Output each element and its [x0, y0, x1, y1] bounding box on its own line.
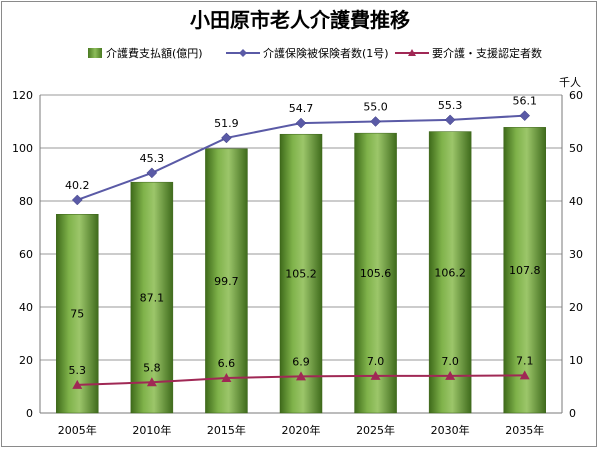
data-labels: 75 87.1 99.7 105.2 105.6 106.2 107.8 40.2 45.3 51…	[65, 95, 540, 377]
x-tick-label: 2005年	[58, 423, 97, 437]
point-value-label: 7.0	[441, 355, 459, 368]
point-value-label: 55.0	[363, 101, 388, 114]
point-value-label: 40.2	[65, 179, 90, 192]
x-tick-label: 2025年	[356, 423, 395, 437]
triangle-marker	[296, 371, 306, 381]
bar	[354, 132, 397, 414]
point-value-label: 6.6	[218, 357, 236, 370]
diamond-marker	[71, 194, 83, 206]
bar-value-label: 75	[70, 308, 84, 321]
point-value-label: 55.3	[438, 99, 463, 112]
right-axis-unit-label: 千人	[559, 76, 581, 89]
chart-title: 小田原市老人介護費推移	[190, 8, 410, 32]
x-tick-label: 2020年	[282, 423, 321, 437]
x-tick-label: 2015年	[207, 423, 246, 437]
bar	[503, 127, 546, 414]
bar-value-label: 105.2	[285, 268, 317, 281]
y-left-tick-label: 100	[12, 142, 33, 155]
diamond-marker	[295, 117, 307, 129]
point-value-label: 5.8	[143, 361, 161, 374]
triangle-marker	[221, 373, 232, 383]
bar	[205, 148, 248, 414]
bar-value-label: 87.1	[140, 292, 165, 305]
bars	[56, 127, 546, 414]
y-right-tick-label: 30	[569, 248, 583, 261]
diamond-marker	[519, 110, 531, 122]
y-left-tick-label: 20	[19, 354, 33, 367]
legend-triangle-marker	[408, 49, 416, 56]
point-value-label: 5.3	[69, 364, 87, 377]
y-left-tick-label: 120	[12, 89, 33, 102]
y-right-tick-label: 20	[569, 301, 583, 314]
bar-value-label: 107.8	[509, 264, 541, 277]
legend-label: 要介護・支援認定者数	[432, 46, 542, 60]
bar	[279, 133, 323, 414]
y-right-tick-label: 10	[569, 354, 583, 367]
axes: 0 20 40 60 80 100 120 0 10 20 30 40 50 60 2005年 2010年 20…	[12, 89, 583, 437]
y-left-tick-label: 60	[19, 248, 33, 261]
x-tick-label: 2030年	[431, 423, 470, 437]
point-value-label: 45.3	[140, 152, 165, 165]
bar-value-label: 106.2	[434, 266, 466, 279]
bar-value-label: 105.6	[360, 267, 392, 280]
triangle-marker	[370, 370, 381, 380]
lines	[71, 110, 531, 389]
x-tick-label: 2010年	[132, 423, 171, 437]
point-value-label: 54.7	[289, 102, 314, 115]
x-tick-label: 2035年	[505, 423, 544, 437]
triangle-marker	[519, 370, 530, 380]
legend-bar-swatch	[88, 48, 102, 58]
legend: 介護費支払額(億円) 介護保険被保険者数(1号) 要介護・支援認定者数	[88, 46, 542, 60]
triangle-marker	[445, 370, 456, 380]
triangle-marker	[146, 377, 157, 387]
point-value-label: 7.0	[367, 355, 385, 368]
triangle-marker	[72, 379, 83, 389]
y-right-tick-label: 0	[569, 407, 576, 420]
diamond-marker	[370, 116, 381, 127]
bar	[130, 181, 174, 414]
diamond-marker	[221, 132, 232, 144]
legend-label: 介護費支払額(億円)	[106, 46, 203, 60]
legend-label: 介護保険被保険者数(1号)	[263, 46, 389, 60]
bar-value-label: 99.7	[214, 275, 239, 288]
legend-diamond-marker	[239, 49, 247, 57]
bar	[56, 214, 99, 414]
point-value-label: 7.1	[516, 354, 534, 367]
point-value-label: 51.9	[214, 117, 239, 130]
diamond-marker	[444, 114, 456, 126]
y-right-tick-label: 60	[569, 89, 583, 102]
y-left-tick-label: 0	[26, 407, 33, 420]
point-value-label: 6.9	[292, 355, 310, 368]
bar	[428, 131, 472, 414]
y-right-tick-label: 40	[569, 195, 583, 208]
y-left-tick-label: 40	[19, 301, 33, 314]
y-left-tick-label: 80	[19, 195, 33, 208]
y-right-tick-label: 50	[569, 142, 583, 155]
diamond-marker	[146, 167, 158, 179]
point-value-label: 56.1	[512, 95, 537, 108]
